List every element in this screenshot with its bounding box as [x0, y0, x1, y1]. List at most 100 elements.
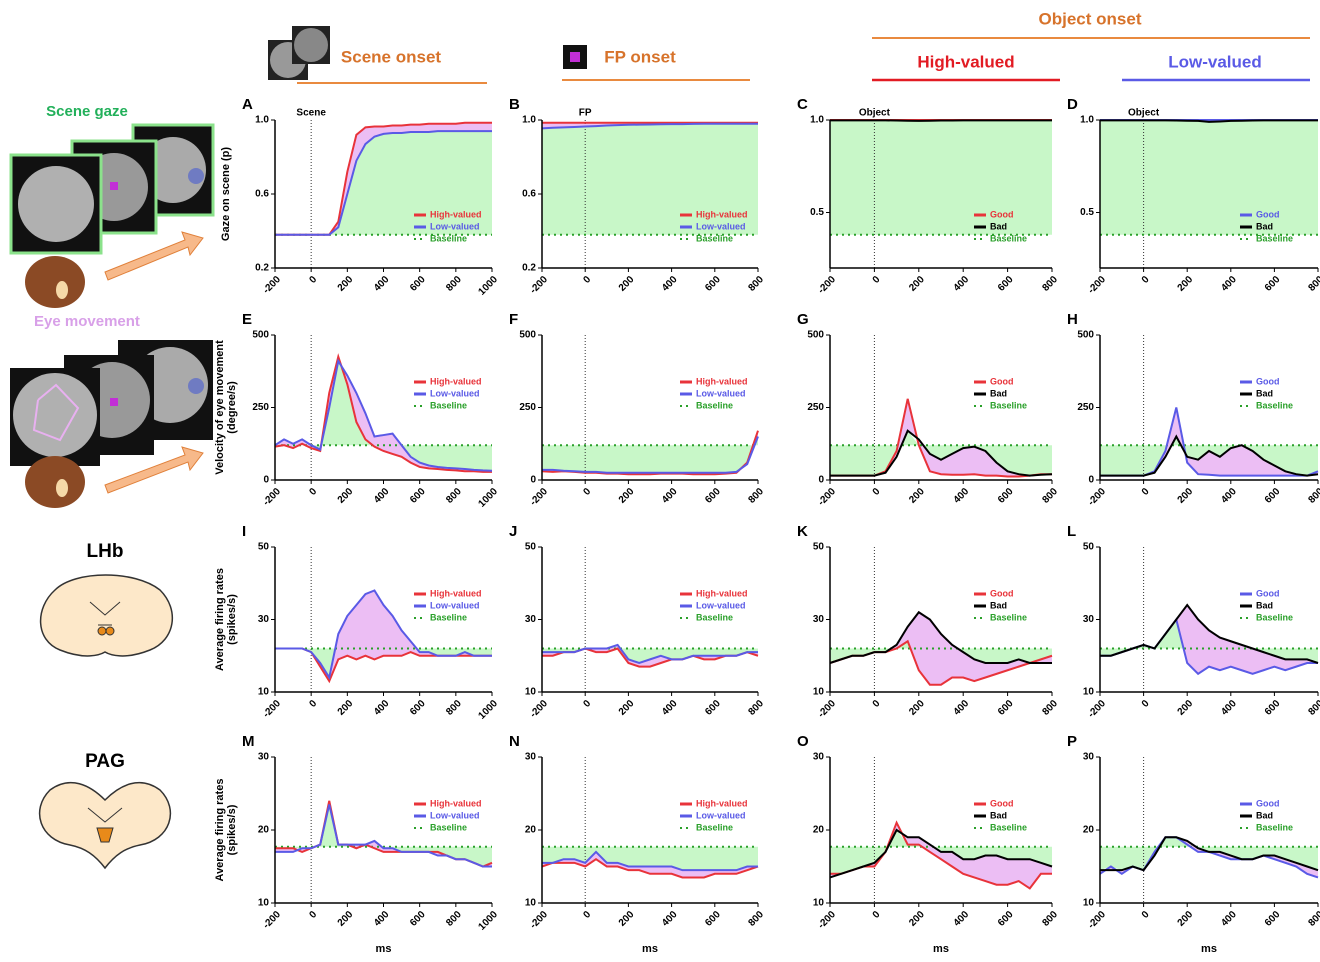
- annotation: Object: [1128, 108, 1160, 119]
- y-tick-label: 10: [258, 687, 270, 698]
- x-tick-label: -200: [1086, 274, 1108, 296]
- lhb-brain: [41, 575, 173, 656]
- header: Low-valued: [1168, 52, 1262, 71]
- y-axis-label: (spikes/s): [226, 594, 238, 645]
- x-tick-label: 200: [907, 486, 927, 506]
- y-tick-label: 500: [1077, 330, 1094, 341]
- y-axis-label: Velocity of eye movement: [214, 340, 226, 475]
- x-tick-label: -200: [528, 909, 550, 931]
- x-tick-label: 400: [660, 909, 680, 929]
- y-tick-label: 10: [813, 687, 825, 698]
- panel: 102030-2000200400600800OmsGoodBadBaselin…: [797, 733, 1060, 955]
- panel-label: L: [1067, 523, 1076, 540]
- legend-label: Good: [990, 376, 1014, 386]
- row-label: PAG: [85, 751, 125, 772]
- x-tick-label: 400: [952, 486, 972, 506]
- y-tick-label: 500: [807, 330, 824, 341]
- panel-label: F: [509, 311, 518, 328]
- x-tick-label: 0: [871, 909, 883, 921]
- x-tick-label: -200: [261, 909, 283, 931]
- x-tick-label: 800: [1306, 486, 1320, 506]
- y-tick-label: 10: [813, 898, 825, 909]
- x-tick-label: 800: [1306, 274, 1320, 294]
- y-tick-label: 0.2: [255, 263, 269, 274]
- x-tick-label: 600: [996, 909, 1016, 929]
- x-tick-label: -200: [1086, 698, 1108, 720]
- x-tick-label: -200: [261, 698, 283, 720]
- header: Object onset: [1039, 9, 1142, 28]
- baseline-shade: [830, 120, 1052, 234]
- x-tick-label: 600: [408, 486, 428, 506]
- legend-label: Baseline: [990, 612, 1027, 622]
- y-tick-label: 30: [258, 614, 270, 625]
- legend-label: Good: [1256, 588, 1280, 598]
- panel-label: N: [509, 733, 520, 750]
- y-axis-label: (degree/s): [226, 381, 238, 434]
- x-tick-label: 800: [746, 698, 766, 718]
- legend-label: Baseline: [990, 233, 1027, 243]
- x-tick-label: 800: [1040, 698, 1060, 718]
- x-tick-label: 200: [336, 274, 356, 294]
- y-tick-label: 20: [813, 825, 825, 836]
- y-tick-label: 250: [252, 402, 269, 413]
- x-axis-label: ms: [1201, 943, 1217, 955]
- panel: 103050-2000200400600800JHigh-valuedLow-v…: [509, 523, 766, 720]
- x-tick-label: 0: [1140, 274, 1152, 286]
- legend-label: Low-valued: [430, 600, 480, 610]
- x-tick-label: 600: [703, 698, 723, 718]
- y-tick-label: 1.0: [810, 115, 824, 126]
- y-tick-label: 30: [1083, 752, 1095, 763]
- x-tick-label: 0: [307, 698, 319, 710]
- legend-label: Good: [990, 588, 1014, 598]
- legend-label: Low-valued: [430, 221, 480, 231]
- x-tick-label: 600: [408, 909, 428, 929]
- x-tick-label: 600: [996, 274, 1016, 294]
- y-tick-label: 250: [1077, 402, 1094, 413]
- legend-label: Bad: [990, 221, 1007, 231]
- legend-label: Good: [1256, 209, 1280, 219]
- baseline-shade: [542, 437, 758, 473]
- x-tick-label: 400: [1219, 274, 1239, 294]
- x-tick-label: 200: [617, 486, 637, 506]
- x-tick-label: 800: [1040, 909, 1060, 929]
- y-tick-label: 250: [519, 402, 536, 413]
- series-line: [830, 120, 1052, 121]
- x-tick-label: 200: [1176, 486, 1196, 506]
- y-tick-label: 10: [1083, 898, 1095, 909]
- panel-label: J: [509, 523, 517, 540]
- y-tick-label: 0: [1088, 475, 1094, 486]
- panel: 0250500-20002004006008001000EVelocity of…: [214, 311, 500, 510]
- legend-label: Baseline: [430, 822, 467, 832]
- x-tick-label: 0: [1140, 698, 1152, 710]
- baseline-shade: [1100, 120, 1318, 234]
- y-tick-label: 0: [263, 475, 269, 486]
- y-tick-label: 0: [818, 475, 824, 486]
- y-tick-label: 30: [258, 752, 270, 763]
- y-tick-label: 50: [1083, 542, 1095, 553]
- x-tick-label: 0: [871, 274, 883, 286]
- panel-label: D: [1067, 96, 1078, 113]
- y-axis-label: (spikes/s): [226, 804, 238, 855]
- legend-label: Good: [990, 798, 1014, 808]
- y-tick-label: 20: [1083, 825, 1095, 836]
- legend-label: Baseline: [430, 612, 467, 622]
- y-tick-label: 30: [1083, 614, 1095, 625]
- x-tick-label: 0: [581, 486, 593, 498]
- x-tick-label: 400: [1219, 698, 1239, 718]
- y-tick-label: 10: [525, 898, 537, 909]
- legend-label: Low-valued: [430, 388, 480, 398]
- panel: 103050-2000200400600800KGoodBadBaseline: [797, 523, 1060, 720]
- x-tick-label: 200: [907, 909, 927, 929]
- x-axis-label: ms: [933, 943, 949, 955]
- legend-label: High-valued: [696, 376, 748, 386]
- y-tick-label: 1.0: [1080, 115, 1094, 126]
- x-tick-label: 600: [703, 274, 723, 294]
- legend-label: Bad: [990, 810, 1007, 820]
- panel-label: O: [797, 733, 809, 750]
- x-tick-label: -200: [528, 274, 550, 296]
- y-tick-label: 0.2: [522, 263, 536, 274]
